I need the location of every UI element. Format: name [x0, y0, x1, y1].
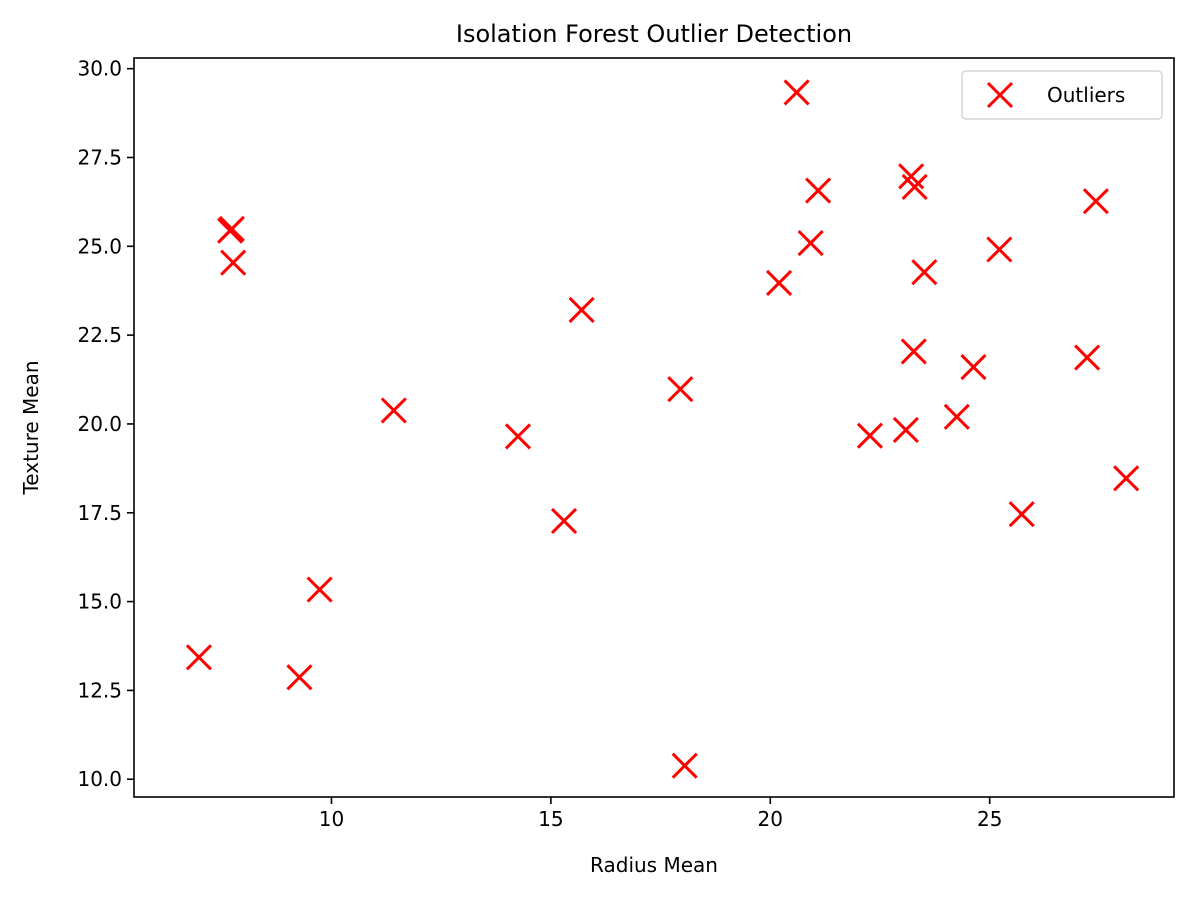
scatter-point: [805, 177, 832, 204]
scatter-point: [911, 259, 938, 286]
scatter-point: [306, 576, 333, 603]
scatter-point: [1008, 501, 1035, 528]
scatter-point: [380, 397, 407, 424]
y-tick-label: 25.0: [77, 234, 122, 258]
scatter-point: [220, 249, 247, 276]
legend: Outliers: [961, 70, 1163, 120]
x-tick-label: 10: [319, 807, 344, 831]
y-axis-label: Texture Mean: [19, 360, 43, 495]
scatter-point: [901, 173, 928, 201]
scatter-point: [960, 354, 987, 381]
y-tick-label: 17.5: [77, 501, 122, 525]
scatter-point: [900, 338, 927, 365]
legend-label: Outliers: [1047, 83, 1125, 107]
scatter-point: [797, 230, 824, 257]
x-axis-label: Radius Mean: [590, 853, 718, 877]
x-tick-label: 20: [758, 807, 783, 831]
legend-marker-x-icon: [986, 81, 1014, 109]
x-tick-label: 25: [977, 807, 1002, 831]
scatter-point: [286, 664, 313, 691]
y-tick-label: 30.0: [77, 57, 122, 81]
scatter-point: [185, 644, 213, 671]
scatter-point: [1074, 344, 1101, 371]
y-tick-label: 12.5: [77, 678, 122, 702]
y-tick-label: 27.5: [77, 145, 122, 169]
chart-title: Isolation Forest Outlier Detection: [456, 20, 852, 48]
scatter-point: [550, 507, 578, 535]
scatter-point: [943, 403, 970, 430]
scatter-point: [892, 416, 919, 444]
x-axis: 10 15 20 25: [319, 797, 1002, 831]
y-tick-label: 22.5: [77, 323, 122, 347]
y-tick-label: 20.0: [77, 412, 122, 436]
scatter-point: [856, 422, 883, 449]
scatter-point: [766, 269, 793, 296]
plot-area: [185, 79, 1140, 779]
scatter-point: [783, 79, 810, 106]
axes-frame: [133, 57, 1175, 798]
scatter-point: [504, 423, 532, 450]
y-tick-label: 15.0: [77, 590, 122, 614]
y-tick-label: 10.0: [77, 767, 122, 791]
scatter-point: [1113, 465, 1140, 492]
scatter-point: [568, 296, 595, 323]
scatter-point: [1082, 188, 1109, 215]
scatter-point: [986, 236, 1013, 263]
x-tick-label: 15: [538, 807, 563, 831]
scatter-point: [671, 752, 698, 779]
scatter-point: [218, 215, 245, 242]
y-axis: 10.0 12.5 15.0 17.5 20.0 22.5 25.0 27.5 30.0: [77, 57, 134, 791]
scatter-point: [667, 376, 694, 403]
